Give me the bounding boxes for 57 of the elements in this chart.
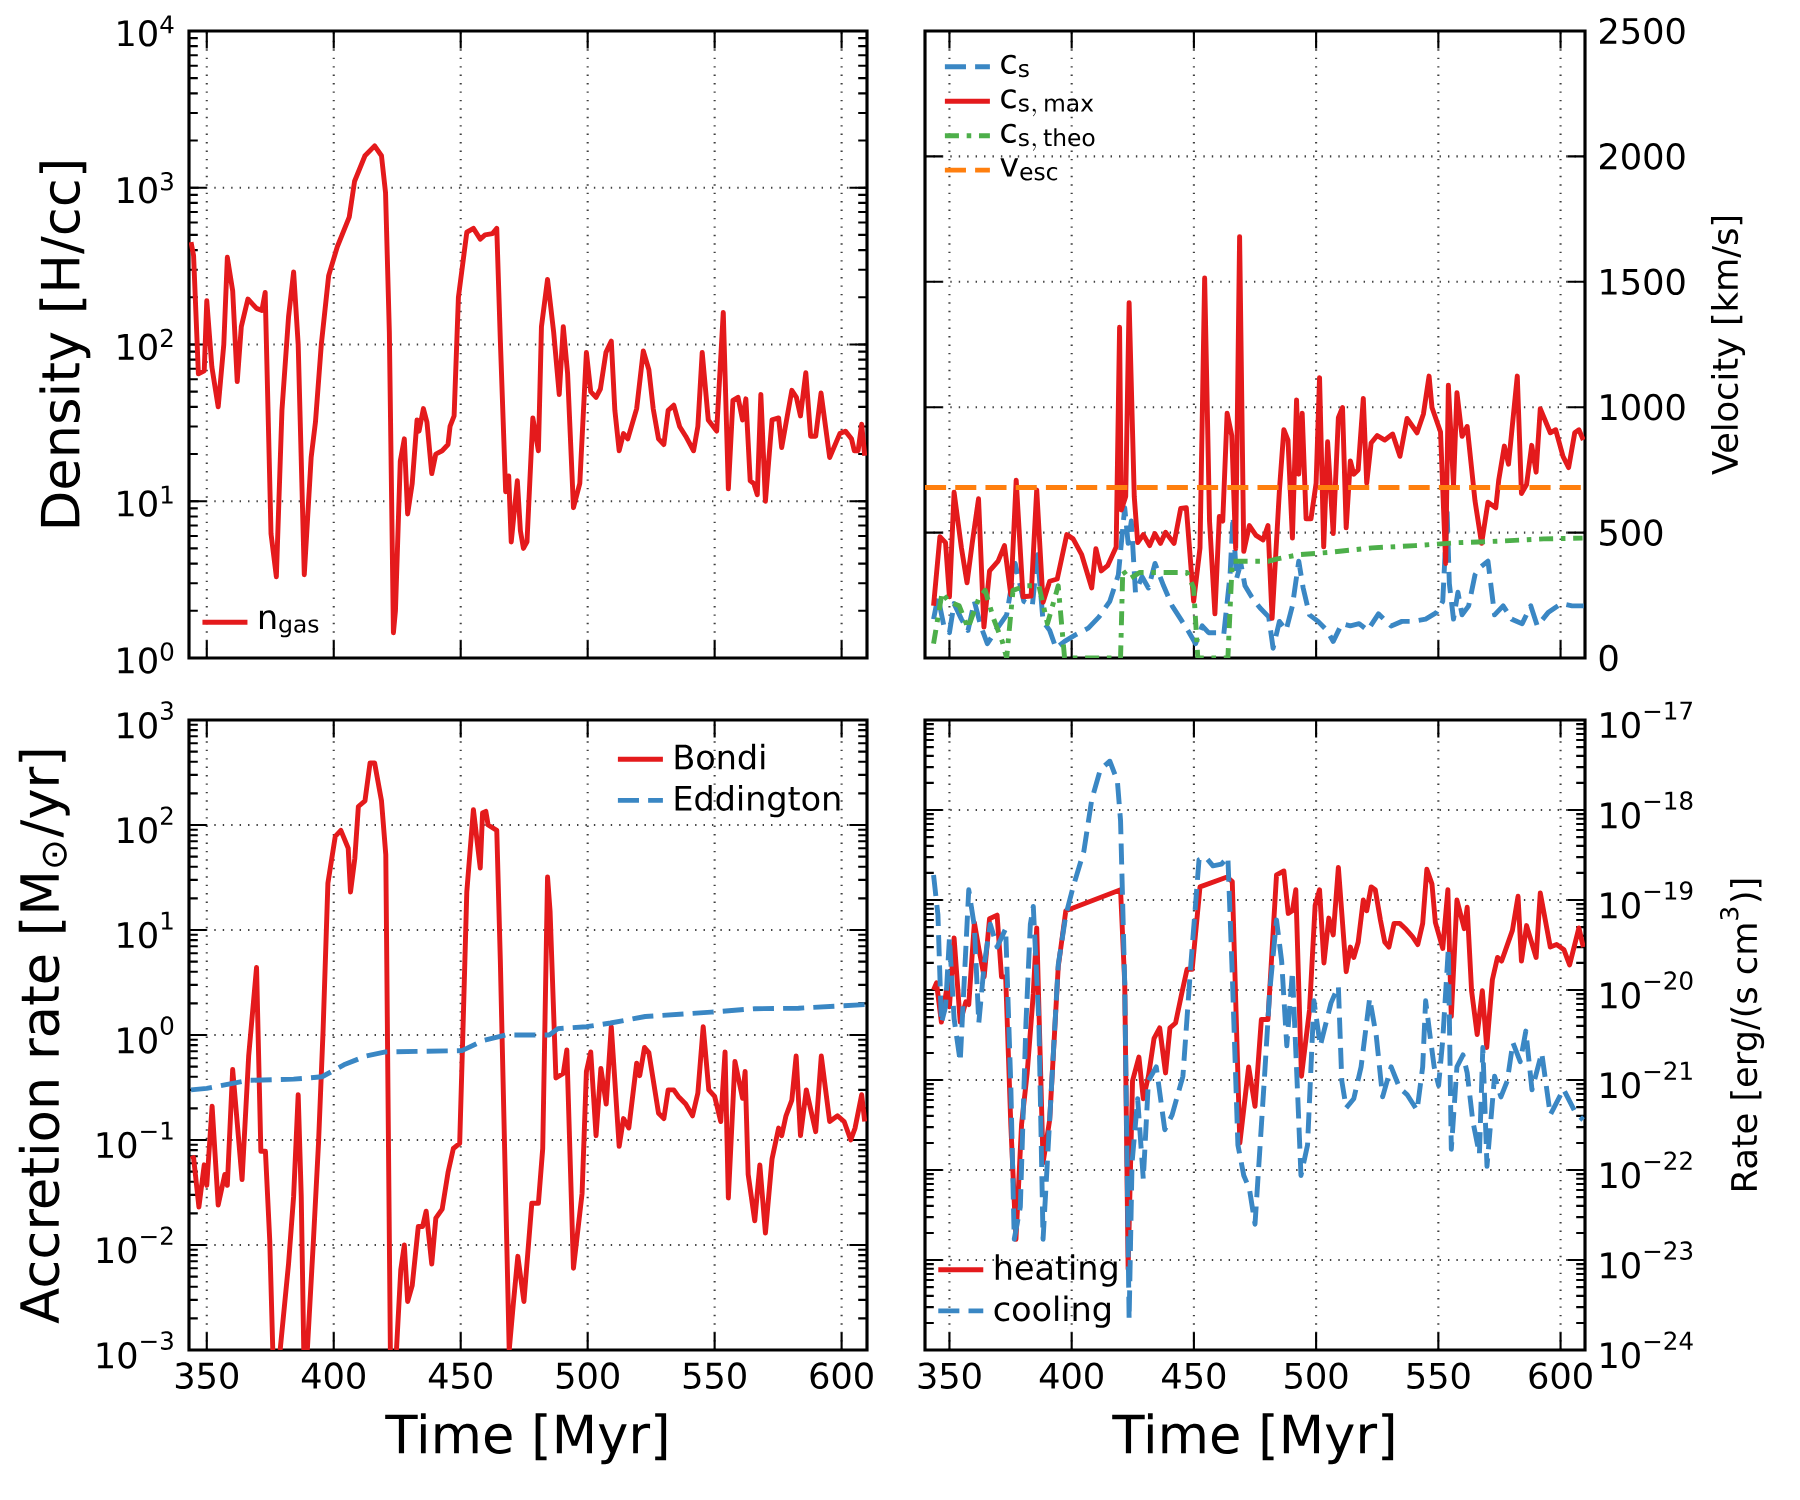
y2-tick-label: 1500 <box>1601 268 1685 296</box>
y-tick-label: 10$^{4}$ <box>118 15 174 47</box>
legend-label: $\mathrm{c}_{\mathrm{s,\,max}}$ <box>1001 89 1094 117</box>
y-tick-label: 10$^{0}$ <box>118 642 174 674</box>
legend-label: $\mathrm{v}_{\mathrm{esc}}$ <box>1000 158 1058 181</box>
x-tick-label: 550 <box>1407 1362 1470 1390</box>
line-series <box>189 143 867 636</box>
y2-tick-label: 0 <box>1599 644 1618 672</box>
y2-tick-label: 2000 <box>1600 143 1685 170</box>
y-tick-label: 10$^{1}$ <box>118 911 173 949</box>
y2-tick-label: 10$^{−18}$ <box>1601 791 1693 829</box>
line-series <box>189 1002 867 1093</box>
y-tick-label: 10$^{2}$ <box>118 806 173 844</box>
legend-label: $\mathrm{c}_{\mathrm{s,\,theo}}$ <box>1001 123 1095 151</box>
y-tick-label: 10$^{−1}$ <box>97 1121 173 1159</box>
x-tick-label: 600 <box>810 1362 873 1389</box>
x-tick-label: 400 <box>301 1362 365 1389</box>
legend-label: heating <box>995 1254 1117 1287</box>
y-tick-label: 10$^{2}$ <box>118 328 173 361</box>
y2-tick-label: 10$^{−24}$ <box>1601 1331 1693 1369</box>
y-tick-label: 10$^{0}$ <box>118 1016 174 1054</box>
y-axis-title: Accretion rate [M$_{⊙}$/yr] <box>18 750 70 1324</box>
y2-tick-label: 2500 <box>1600 17 1685 45</box>
y-tick-label: 10$^{−2}$ <box>97 1226 173 1264</box>
x-axis-title: Time [Myr] <box>385 1413 667 1465</box>
y2-tick-label: 10$^{−21}$ <box>1601 1061 1692 1099</box>
x-axis-title: Time [Myr] <box>1112 1413 1394 1465</box>
y-tick-label: 10$^{−3}$ <box>97 1331 173 1369</box>
line-series <box>931 234 1586 630</box>
y-tick-label: 10$^{1}$ <box>118 485 173 517</box>
y2-tick-label: 10$^{−22}$ <box>1601 1151 1692 1189</box>
legend-label: n$_{gas}$ <box>259 610 319 638</box>
y2-tick-label: 10$^{−23}$ <box>1601 1241 1693 1279</box>
y2-tick-label: 500 <box>1600 519 1663 546</box>
x-tick-label: 450 <box>1162 1362 1226 1390</box>
legend-label: $\mathrm{c}_{\mathrm{s}}$ <box>1001 54 1029 78</box>
legend-label: Eddington <box>675 785 840 818</box>
y2-axis-title: Velocity [km/s] <box>1710 216 1746 475</box>
y2-tick-label: 10$^{−20}$ <box>1601 971 1693 1009</box>
x-tick-label: 550 <box>683 1362 746 1389</box>
x-tick-label: 350 <box>918 1362 981 1390</box>
line-series <box>931 505 1586 651</box>
x-tick-label: 350 <box>175 1362 238 1389</box>
x-tick-label: 450 <box>428 1362 492 1389</box>
y-tick-label: 10$^{3}$ <box>118 701 173 739</box>
y2-tick-label: 10$^{−19}$ <box>1601 881 1693 919</box>
y-tick-label: 10$^{3}$ <box>118 171 173 204</box>
legend-label: Bondi <box>675 743 765 770</box>
y2-tick-label: 1000 <box>1601 393 1685 421</box>
legend-label: cooling <box>994 1295 1110 1328</box>
x-tick-label: 600 <box>1529 1362 1592 1390</box>
x-tick-label: 400 <box>1039 1362 1103 1390</box>
x-tick-label: 500 <box>556 1362 619 1389</box>
y2-axis-title: Rate [erg/(s cm$^{3}$)] <box>1719 879 1765 1190</box>
y2-tick-label: 10$^{−17}$ <box>1601 701 1692 739</box>
y-axis-title: Density [H/cc] <box>39 162 91 527</box>
x-tick-label: 500 <box>1285 1362 1348 1390</box>
